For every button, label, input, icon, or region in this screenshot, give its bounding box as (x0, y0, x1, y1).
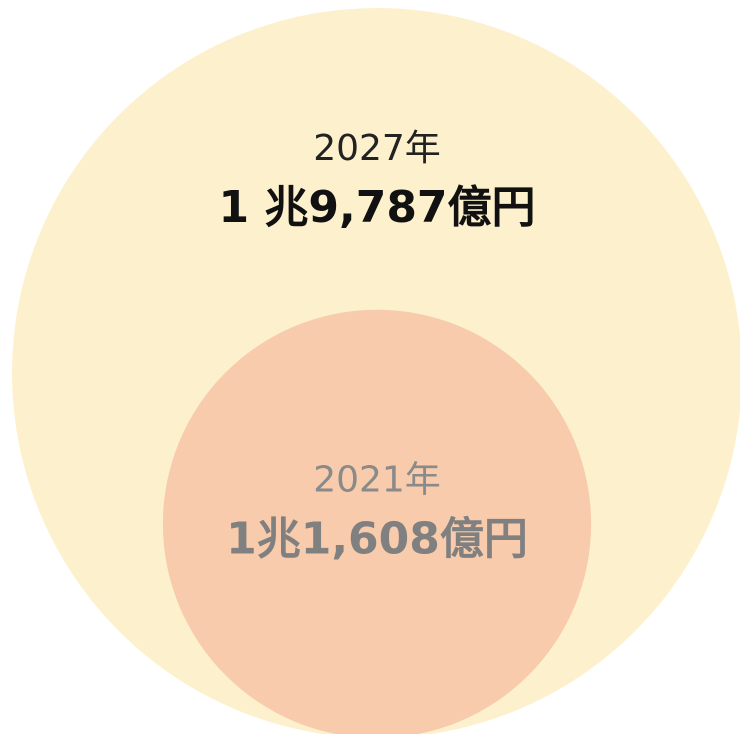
category-label: 2021年 (313, 460, 441, 501)
value-label: 1兆1,608億円 (226, 514, 528, 565)
value-label: 1 兆9,787億円 (218, 182, 535, 233)
category-label: 2027年 (313, 128, 441, 169)
bubble (162, 309, 592, 734)
